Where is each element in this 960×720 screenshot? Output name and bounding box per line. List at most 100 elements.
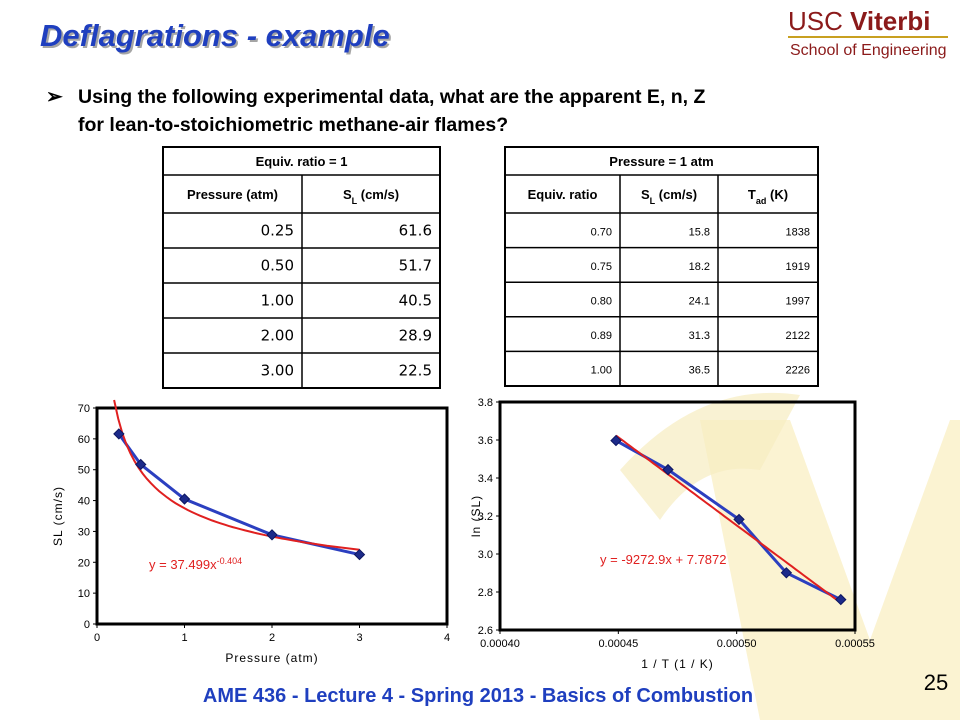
y-tick-label: 50 — [78, 465, 90, 477]
bullet-line: Using the following experimental data, w… — [78, 86, 705, 108]
point — [733, 513, 745, 526]
y-tick-label: 3.0 — [478, 549, 493, 561]
table-cell: 1.00 — [261, 292, 294, 310]
point — [780, 567, 793, 579]
y-tick-label: 2.8 — [478, 587, 493, 599]
y-tick-label: 20 — [78, 557, 90, 569]
x-tick-label: 0.00050 — [717, 638, 757, 650]
label-part: y = -9272.9x + 7.7872 — [600, 552, 726, 567]
header-part: (cm/s) — [655, 187, 697, 202]
header-part: (K) — [766, 187, 788, 202]
point — [610, 434, 622, 447]
logo-school: School of Engineering — [790, 42, 947, 59]
header-part: L — [352, 196, 358, 206]
y-tick-label: 40 — [78, 496, 90, 508]
table-cell: 31.3 — [689, 330, 710, 342]
table-cell: 1997 — [786, 296, 810, 308]
x-tick-label: 0 — [94, 632, 100, 644]
trendline — [113, 399, 360, 551]
bullet-line: for lean-to-stoichiometric methane-air f… — [78, 114, 508, 136]
y-tick-label: 0 — [84, 619, 90, 631]
bullet-arrow: ➢ — [46, 86, 63, 108]
table-cell: 0.80 — [591, 296, 612, 308]
point — [662, 463, 674, 476]
header-part: Equiv. ratio — [528, 187, 598, 202]
point — [113, 428, 125, 440]
footer: AME 436 - Lecture 4 - Spring 2013 - Basi… — [203, 685, 753, 707]
y-tick-label: 3.2 — [478, 511, 493, 523]
column-header: Pressure (atm) — [187, 187, 278, 202]
point — [835, 593, 847, 606]
point — [353, 548, 366, 561]
table-cell: 0.25 — [261, 222, 294, 240]
x-tick-label: 1 — [181, 632, 187, 644]
table-cell: 40.5 — [399, 292, 432, 310]
point — [266, 529, 278, 541]
y-tick-label: 3.4 — [478, 473, 493, 485]
x-tick-label: 4 — [444, 632, 450, 644]
background-swoosh — [620, 392, 800, 520]
header-part: S — [343, 187, 352, 202]
y-tick-label: 3.6 — [478, 435, 493, 447]
column-header: Equiv. ratio — [528, 187, 598, 202]
background-v — [700, 420, 960, 720]
table-frame — [504, 146, 819, 387]
table-cell: 3.00 — [261, 362, 294, 380]
x-tick-label: 3 — [356, 632, 362, 644]
point — [178, 493, 191, 505]
table-cell: 0.75 — [591, 261, 612, 273]
logo-viterbi: Viterbi — [850, 6, 930, 36]
trendline-label: y = 37.499x-0.404 — [149, 556, 242, 572]
x-tick-label: 0.00040 — [480, 638, 520, 650]
table-cell: 0.50 — [261, 257, 294, 275]
y-axis-label: ln (SL) — [469, 495, 483, 537]
header-part: Pressure (atm) — [187, 187, 278, 202]
x-tick-label: 0.00055 — [835, 638, 875, 650]
trendline-label: y = -9272.9x + 7.7872 — [600, 552, 726, 567]
y-tick-label: 10 — [78, 588, 90, 600]
y-axis-label: SL (cm/s) — [51, 486, 65, 546]
column-header: SL (cm/s) — [641, 187, 697, 206]
table-cell: 61.6 — [399, 222, 432, 240]
header-part: S — [641, 187, 650, 202]
table-cell: 51.7 — [399, 257, 432, 275]
series-line — [117, 433, 360, 557]
table-cell: 1838 — [786, 226, 810, 238]
table-cell: 24.1 — [689, 296, 710, 308]
table-cell: 0.89 — [591, 330, 612, 342]
logo-usc: USC — [788, 6, 843, 36]
table-cell: 18.2 — [689, 261, 710, 273]
table-caption: Pressure = 1 atm — [609, 154, 713, 169]
table-cell: 22.5 — [399, 362, 432, 380]
x-tick-label: 0.00045 — [598, 638, 638, 650]
label-exponent: -0.404 — [217, 556, 243, 566]
table-cell: 15.8 — [689, 226, 710, 238]
y-tick-label: 70 — [78, 403, 90, 415]
y-tick-label: 60 — [78, 434, 90, 446]
y-tick-label: 3.8 — [478, 397, 493, 409]
y-tick-label: 30 — [78, 526, 90, 538]
x-axis-label: Pressure (atm) — [225, 651, 318, 665]
table-cell: 2226 — [786, 365, 810, 377]
column-header: Tad (K) — [748, 187, 788, 206]
x-tick-label: 2 — [269, 632, 275, 644]
table-cell: 36.5 — [689, 365, 710, 377]
table-caption: Equiv. ratio = 1 — [256, 154, 348, 169]
header-part: T — [748, 187, 756, 202]
plot-frame — [95, 406, 449, 626]
column-header: SL (cm/s) — [343, 187, 399, 206]
title: Deflagrations - example — [40, 18, 390, 53]
header-part: (cm/s) — [357, 187, 399, 202]
table-cell: 1.00 — [591, 365, 612, 377]
table-cell: 28.9 — [399, 327, 432, 345]
table-cell: 2122 — [786, 330, 810, 342]
header-part: L — [650, 196, 656, 206]
x-axis-label: 1 / T (1 / K) — [641, 657, 714, 671]
y-tick-label: 2.6 — [478, 625, 493, 637]
table-cell: 2.00 — [261, 327, 294, 345]
table-cell: 0.70 — [591, 226, 612, 238]
page-number: 25 — [924, 670, 948, 695]
label-part: y = 37.499x — [149, 557, 217, 572]
title-shadow: Deflagrations - example — [42, 20, 392, 55]
